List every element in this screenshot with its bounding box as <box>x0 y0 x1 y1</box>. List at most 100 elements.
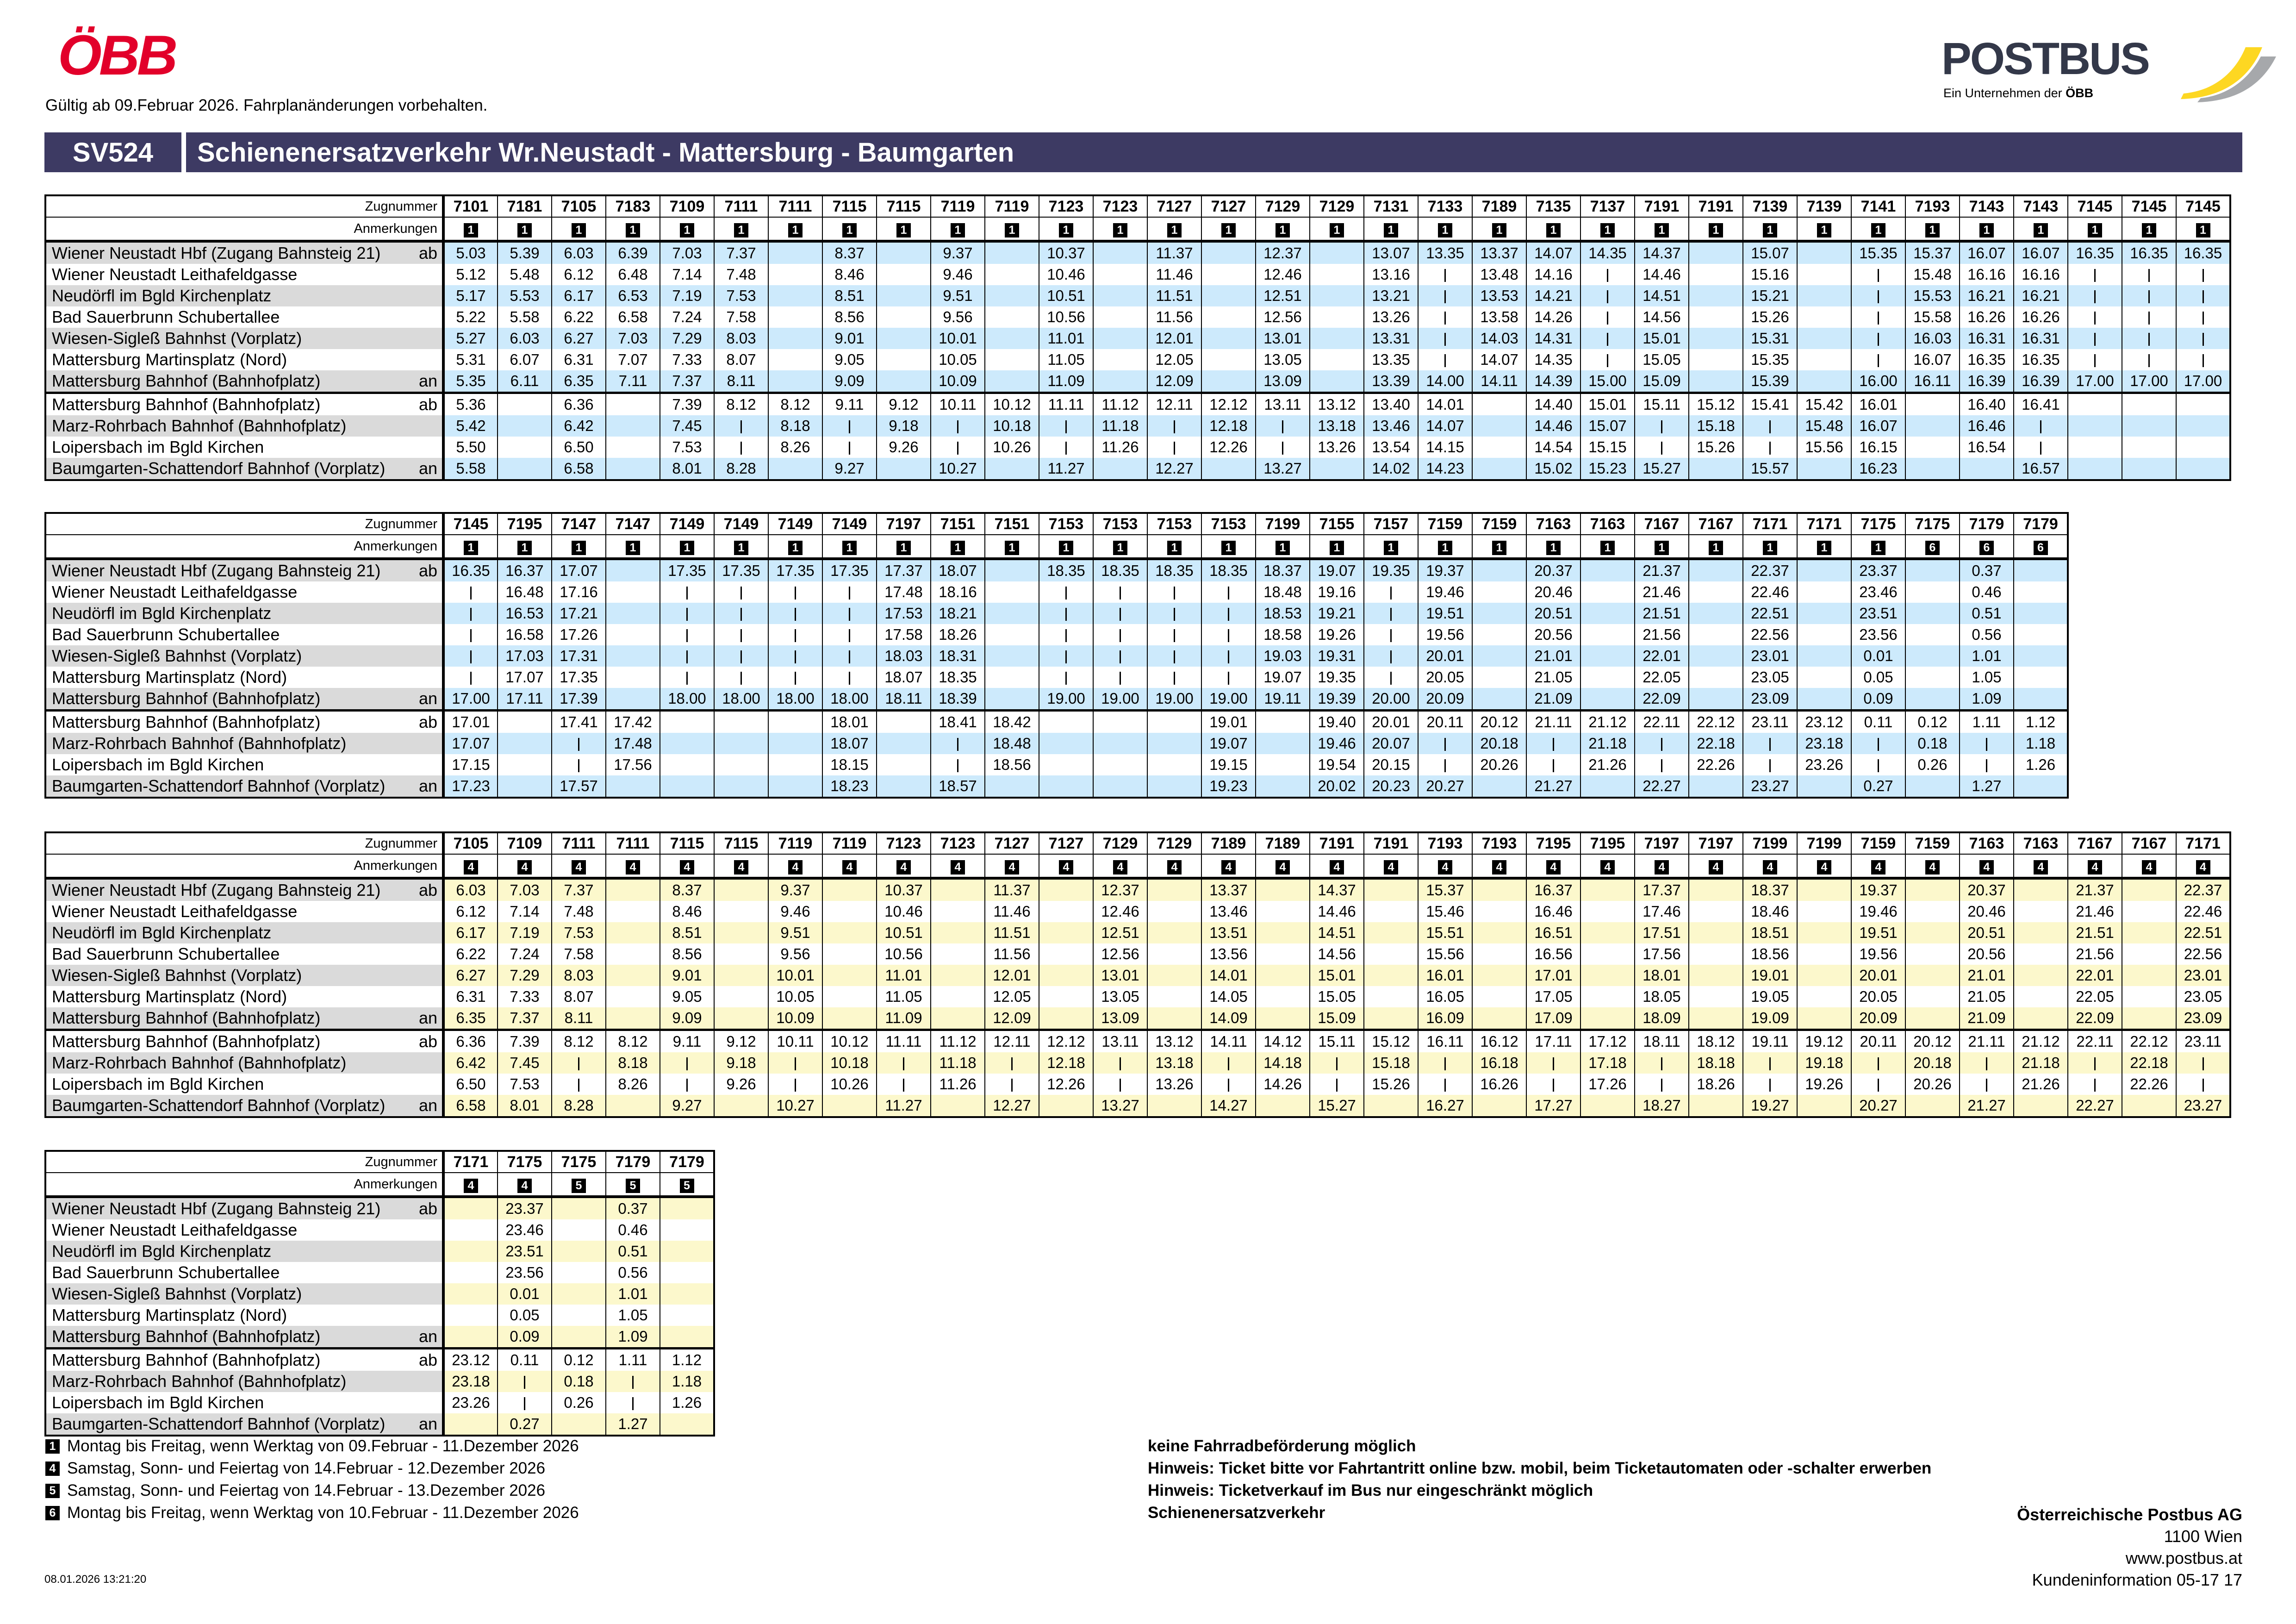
time-cell: 13.05 <box>1093 986 1147 1007</box>
time-cell <box>1580 667 1635 688</box>
time-cell <box>2122 1095 2176 1117</box>
time-cell <box>1093 349 1147 370</box>
time-cell <box>1363 878 1418 901</box>
time-cell: 12.37 <box>1093 878 1147 901</box>
note-cell: 1 <box>1472 535 1526 560</box>
continuation-bar-icon <box>1336 1079 1338 1092</box>
time-cell: 7.53 <box>497 1074 552 1095</box>
time-cell: 6.58 <box>443 1095 498 1117</box>
time-cell: 22.11 <box>1634 710 1689 733</box>
note-badge: 4 <box>1438 860 1452 874</box>
time-cell <box>605 667 660 688</box>
time-cell: 10.26 <box>984 437 1039 458</box>
time-cell <box>1093 1052 1147 1074</box>
continuation-bar-icon <box>2202 333 2204 346</box>
station-label-cell: Bad Sauerbrunn Schubertallee <box>45 624 445 645</box>
time-cell: 23.26 <box>1797 754 1851 775</box>
time-cell <box>1039 901 1093 922</box>
time-cell <box>1905 878 1960 901</box>
time-cell: 18.00 <box>822 688 877 712</box>
time-cell: 6.53 <box>605 285 660 306</box>
continuation-bar-icon <box>1228 672 1229 685</box>
time-cell: 14.26 <box>1526 306 1580 328</box>
time-cell: 18.18 <box>1688 1052 1743 1074</box>
time-cell: 19.46 <box>1309 733 1364 754</box>
continuation-bar-icon <box>470 650 472 664</box>
station-label-cell: Marz-Rohrbach Bahnhof (Bahnhofplatz) <box>45 1371 445 1392</box>
time-cell: 17.26 <box>551 624 606 645</box>
station-label-cell: Mattersburg Bahnhof (Bahnhofplatz) an <box>45 1007 445 1031</box>
station-row: Baumgarten-Schattendorf Bahnhof (Vorplat… <box>45 1095 2230 1117</box>
continuation-bar-icon <box>1878 312 1879 325</box>
time-cell <box>1580 688 1635 712</box>
time-cell: 14.21 <box>1526 285 1580 306</box>
time-cell: 5.03 <box>443 241 498 264</box>
time-cell: 7.48 <box>714 264 768 285</box>
time-cell: 20.12 <box>1905 1030 1960 1052</box>
arrival-departure-marker: ab <box>418 881 437 899</box>
continuation-bar-icon <box>2148 354 2150 368</box>
station-label: Baumgarten-Schattendorf Bahnhof (Vorplat… <box>46 1095 441 1116</box>
time-cell: 11.09 <box>876 1007 931 1031</box>
time-cell: 20.18 <box>1905 1052 1960 1074</box>
continuation-bar-icon <box>1607 290 1608 304</box>
postbus-subtitle: Ein Unternehmen der ÖBB <box>1943 86 2093 100</box>
station-name: Neudörfl im Bgld Kirchenplatz <box>52 1242 272 1261</box>
time-cell <box>1363 1007 1418 1031</box>
time-cell <box>497 415 552 437</box>
time-cell <box>876 733 931 754</box>
postbus-swoosh-icon <box>2181 47 2276 102</box>
time-cell: 16.11 <box>1418 1030 1472 1052</box>
note-1-icon: 1 <box>45 1439 60 1454</box>
time-cell: 15.37 <box>1418 878 1472 901</box>
train-number-cell: 7147 <box>605 513 660 535</box>
time-cell <box>605 965 660 986</box>
time-cell <box>1742 437 1797 458</box>
time-cell: 22.37 <box>2176 878 2230 901</box>
time-cell: 13.21 <box>1363 285 1418 306</box>
station-label: Wiener Neustadt Leithafeldgasse <box>46 264 441 285</box>
time-cell <box>2013 437 2068 458</box>
station-label: Neudörfl im Bgld Kirchenplatz <box>46 603 441 624</box>
time-cell <box>930 415 985 437</box>
continuation-bar-icon <box>740 608 742 621</box>
time-cell: 9.46 <box>930 264 985 285</box>
time-cell <box>605 415 660 437</box>
time-cell: 15.56 <box>1418 943 1472 965</box>
station-row: Marz-Rohrbach Bahnhof (Bahnhofplatz) 5.42… <box>45 415 2230 437</box>
time-cell: 18.41 <box>930 710 985 733</box>
time-cell: 22.51 <box>1742 603 1797 624</box>
time-cell: 21.11 <box>1959 1030 2014 1052</box>
time-cell <box>2067 1052 2122 1074</box>
note-badge: 1 <box>626 541 640 555</box>
time-cell: 12.11 <box>984 1030 1039 1052</box>
station-label: Marz-Rohrbach Bahnhof (Bahnhofplatz) <box>46 415 441 437</box>
station-label: Mattersburg Martinsplatz (Nord) <box>46 667 441 688</box>
time-cell: 13.35 <box>1363 349 1418 370</box>
continuation-bar-icon <box>1607 354 1608 368</box>
time-cell <box>1255 943 1310 965</box>
note-cell: 4 <box>2013 854 2068 880</box>
time-cell: 17.26 <box>1580 1074 1635 1095</box>
time-cell <box>605 437 660 458</box>
notes-label: Anmerkungen <box>45 217 445 243</box>
train-number-cell: 7153 <box>1093 513 1147 535</box>
time-cell: 0.46 <box>605 1219 660 1241</box>
continuation-bar-icon <box>1174 442 1175 455</box>
train-number-row: Zugnummer 7105 7109 7111 7111 7115 7115 7119 711… <box>45 832 2230 855</box>
time-cell: 16.48 <box>497 581 552 603</box>
time-cell <box>1201 370 1256 394</box>
station-name: Wiener Neustadt Leithafeldgasse <box>52 1220 298 1239</box>
station-label-cell: Wiesen-Sigleß Bahnhst (Vorplatz) <box>45 328 445 349</box>
time-cell <box>876 754 931 775</box>
note-cell: 1 <box>876 535 931 560</box>
time-cell: 17.00 <box>2067 370 2122 394</box>
continuation-bar-icon <box>1986 1057 1987 1071</box>
time-cell: 6.27 <box>551 328 606 349</box>
time-cell: 22.26 <box>2122 1074 2176 1095</box>
train-number-cell: 7167 <box>2122 832 2176 855</box>
time-cell <box>1201 603 1256 624</box>
station-name: Marz-Rohrbach Bahnhof (Bahnhofplatz) <box>52 734 347 753</box>
time-cell: 21.26 <box>1580 754 1635 775</box>
time-cell <box>1905 437 1960 458</box>
